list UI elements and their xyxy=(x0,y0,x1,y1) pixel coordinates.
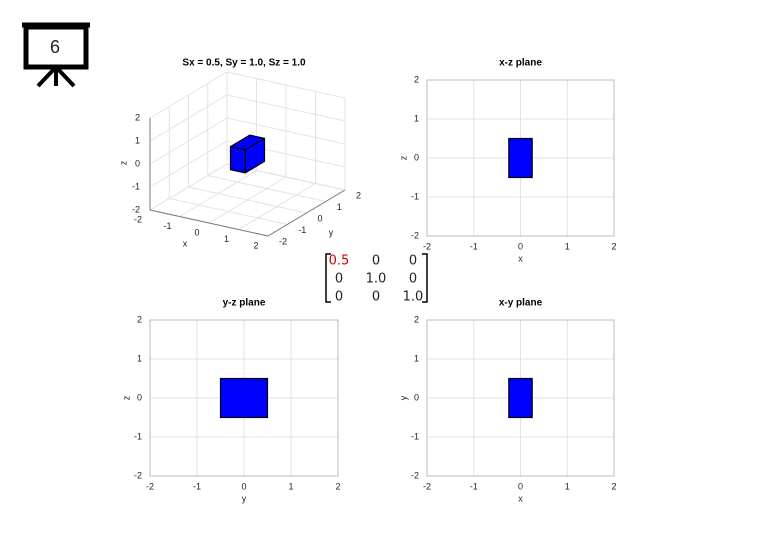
x-tick-label: -1 xyxy=(470,481,478,491)
x-tick-label: 1 xyxy=(565,241,570,251)
grid-line xyxy=(149,94,228,142)
x-tick-label: -1 xyxy=(193,481,201,491)
y-tick-label: 0 xyxy=(137,392,142,402)
y-axis-label: y xyxy=(398,395,408,400)
box-face xyxy=(229,146,246,174)
grid-line xyxy=(226,117,346,145)
y-tick-label: -2 xyxy=(411,470,419,480)
rectangle xyxy=(508,137,533,179)
y-axis-label: z xyxy=(121,395,131,400)
x-tick-label: 0 xyxy=(518,481,523,491)
z-tick-label: -1 xyxy=(132,181,140,191)
matrix-cell: 0 xyxy=(409,272,417,287)
x-tick-label: 2 xyxy=(611,241,616,251)
slide-icon: 6 xyxy=(22,22,90,88)
y-tick-label: 2 xyxy=(137,314,142,324)
slide-number: 6 xyxy=(50,37,60,57)
matrix-cell: 0 xyxy=(409,254,417,269)
z-tick-label: 2 xyxy=(135,112,140,122)
matrix-cell: 1.0 xyxy=(403,290,424,305)
box-face xyxy=(229,134,266,151)
grid-line xyxy=(149,117,228,165)
grid-line xyxy=(207,175,326,202)
x-tick-label: 2 xyxy=(335,481,340,491)
x-tick-label: 0 xyxy=(241,481,246,491)
grid-line xyxy=(169,198,288,225)
axis-line xyxy=(149,209,269,237)
chart-title: Sx = 0.5, Sy = 1.0, Sz = 1.0 xyxy=(182,58,306,69)
z-tick-label: -2 xyxy=(132,204,140,214)
axes-frame xyxy=(426,319,615,477)
grid-line xyxy=(149,163,228,211)
x-tick-label: 1 xyxy=(288,481,293,491)
x-tick-label: -2 xyxy=(423,241,431,251)
x-tick-label: 2 xyxy=(253,240,258,250)
grid-line xyxy=(226,71,346,99)
chart-title: x-y plane xyxy=(499,298,543,309)
rectangle xyxy=(508,377,533,419)
matrix-cell: 0.5 xyxy=(329,254,350,269)
y-axis-label: z xyxy=(398,155,408,160)
y-tick-label: -1 xyxy=(134,431,142,441)
z-tick-label: 0 xyxy=(135,158,140,168)
y-tick-label: -2 xyxy=(279,236,287,246)
matrix-cell: 0 xyxy=(372,290,380,305)
x-tick-label: -2 xyxy=(146,481,154,491)
x-tick-label: -1 xyxy=(163,221,171,231)
grid-line xyxy=(188,186,307,214)
y-tick-label: 1 xyxy=(337,202,342,212)
axes-frame xyxy=(426,79,615,237)
x-axis-label: y xyxy=(242,493,247,503)
grid-line xyxy=(149,140,228,188)
y-tick-label: -1 xyxy=(411,191,419,201)
chart-title: x-z plane xyxy=(499,58,542,69)
y-tick-label: -1 xyxy=(411,431,419,441)
y-tick-label: -1 xyxy=(298,225,306,235)
z-tick-label: 1 xyxy=(135,135,140,145)
x-axis-label: x xyxy=(518,253,523,263)
x-tick-label: -2 xyxy=(423,481,431,491)
matrix-cell: 0 xyxy=(335,272,343,287)
y-tick-label: 2 xyxy=(356,190,361,200)
y-tick-label: 2 xyxy=(414,74,419,84)
y-tick-label: 1 xyxy=(137,353,142,363)
matrix-cell: 1.0 xyxy=(366,272,387,287)
x-tick-label: 0 xyxy=(194,227,199,237)
matrix-cell: 0 xyxy=(335,290,343,305)
rectangle xyxy=(219,377,269,419)
x-tick-label: 1 xyxy=(224,234,229,244)
y-axis-label: y xyxy=(329,227,334,237)
y-tick-label: 0 xyxy=(414,152,419,162)
axis-line xyxy=(267,189,346,237)
x-tick-label: 1 xyxy=(565,481,570,491)
y-tick-label: -2 xyxy=(411,230,419,240)
x-tick-label: -2 xyxy=(134,214,142,224)
z-axis-label: z xyxy=(118,160,128,165)
grid-line xyxy=(149,71,228,119)
x-tick-label: 0 xyxy=(518,241,523,251)
y-tick-label: 2 xyxy=(414,314,419,324)
x-tick-label: -1 xyxy=(470,241,478,251)
matrix-cell: 0 xyxy=(372,254,380,269)
y-tick-label: 1 xyxy=(414,353,419,363)
axes-frame xyxy=(149,319,339,477)
x-axis-label: x xyxy=(183,238,188,248)
x-tick-label: 2 xyxy=(611,481,616,491)
grid-line xyxy=(226,94,346,122)
y-tick-label: 1 xyxy=(414,113,419,123)
y-tick-label: -2 xyxy=(134,470,142,480)
x-axis-label: x xyxy=(518,493,523,503)
matrix: 0.5 0 0 0 1.0 0 0 0 1.0 xyxy=(325,253,428,305)
chart-title: y-z plane xyxy=(223,298,266,309)
y-tick-label: 0 xyxy=(414,392,419,402)
y-tick-label: 0 xyxy=(318,213,323,223)
